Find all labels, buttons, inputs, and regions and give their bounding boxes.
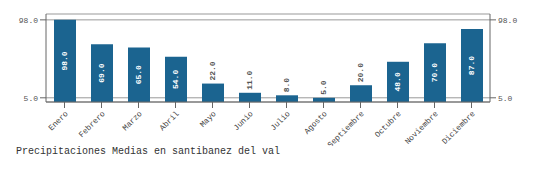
svg-text:Octubre: Octubre bbox=[373, 109, 403, 139]
svg-text:Noviembre: Noviembre bbox=[403, 109, 440, 146]
svg-text:Agosto: Agosto bbox=[302, 109, 329, 136]
svg-text:69.0: 69.0 bbox=[98, 63, 107, 82]
svg-text:Mayo: Mayo bbox=[198, 109, 218, 129]
svg-text:20.0: 20.0 bbox=[357, 63, 366, 82]
svg-text:Septiembre: Septiembre bbox=[326, 109, 366, 146]
svg-text:5.0: 5.0 bbox=[24, 94, 39, 103]
svg-text:Febrero: Febrero bbox=[77, 109, 107, 139]
svg-text:Julio: Julio bbox=[269, 109, 292, 132]
html-text:Precipitaciones Medias en sant: Precipitaciones Medias en santibanez del… bbox=[16, 146, 280, 157]
svg-text:5.0: 5.0 bbox=[320, 80, 329, 95]
svg-text:70.0: 70.0 bbox=[431, 63, 440, 82]
svg-text:Marzo: Marzo bbox=[121, 109, 144, 132]
svg-text:5.0: 5.0 bbox=[498, 94, 513, 103]
svg-text:22.0: 22.0 bbox=[209, 61, 218, 80]
svg-text:98.0: 98.0 bbox=[498, 16, 517, 25]
svg-text:Diciembre: Diciembre bbox=[440, 109, 477, 146]
svg-text:Enero: Enero bbox=[47, 109, 70, 132]
svg-text:54.0: 54.0 bbox=[172, 70, 181, 89]
svg-text:98.0: 98.0 bbox=[19, 16, 38, 25]
svg-text:8.0: 8.0 bbox=[283, 78, 292, 93]
svg-text:98.0: 98.0 bbox=[61, 51, 70, 70]
svg-text:Abril: Abril bbox=[158, 109, 181, 132]
svg-text:11.0: 11.0 bbox=[246, 70, 255, 89]
svg-text:48.0: 48.0 bbox=[394, 72, 403, 91]
svg-text:Junio: Junio bbox=[232, 109, 255, 132]
svg-text:87.0: 87.0 bbox=[468, 56, 477, 75]
svg-text:65.0: 65.0 bbox=[135, 65, 144, 84]
